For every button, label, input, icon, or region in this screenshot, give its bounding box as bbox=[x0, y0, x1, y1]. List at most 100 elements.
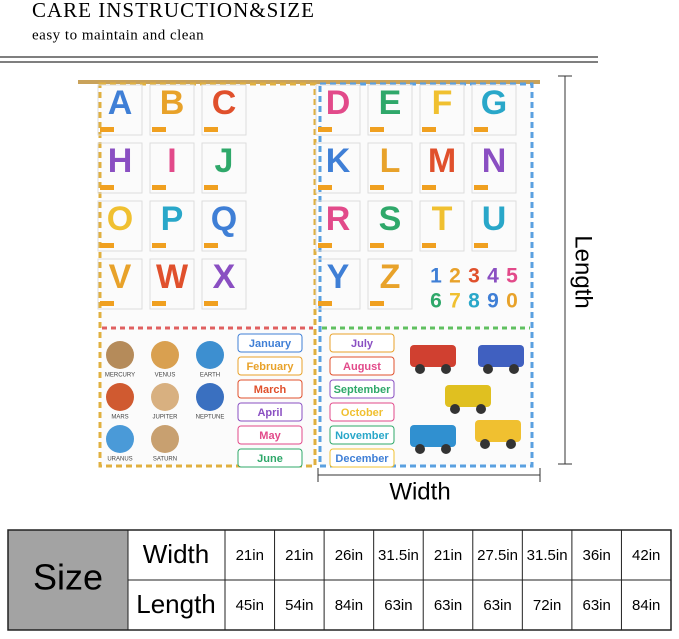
wheel bbox=[483, 364, 493, 374]
planet-name: VENUS bbox=[155, 373, 176, 379]
word-tag bbox=[152, 185, 166, 190]
month-box bbox=[237, 379, 303, 399]
wheel bbox=[480, 439, 490, 449]
planet bbox=[106, 383, 134, 411]
word-tag bbox=[318, 301, 332, 306]
planet bbox=[151, 383, 179, 411]
planet-name: MERCURY bbox=[105, 373, 135, 379]
month-box bbox=[329, 402, 395, 422]
number: 5 bbox=[506, 265, 518, 288]
letter-card bbox=[201, 84, 247, 136]
word-tag bbox=[204, 185, 218, 190]
number: 3 bbox=[468, 265, 480, 288]
planet bbox=[151, 425, 179, 453]
planet-name: SATURN bbox=[153, 457, 177, 463]
planet bbox=[106, 341, 134, 369]
letter-card bbox=[97, 142, 143, 194]
word-tag bbox=[152, 301, 166, 306]
row-label: Length bbox=[136, 589, 216, 619]
letter-card bbox=[419, 200, 465, 252]
number: 4 bbox=[487, 265, 499, 288]
letter: Q bbox=[211, 200, 237, 238]
size-value: 63in bbox=[582, 597, 610, 614]
word-tag bbox=[474, 127, 488, 132]
vehicle bbox=[445, 385, 491, 407]
month: July bbox=[351, 338, 374, 350]
letter: J bbox=[215, 142, 234, 180]
planet-name: JUPITER bbox=[152, 415, 178, 421]
planet bbox=[151, 341, 179, 369]
word-tag bbox=[100, 185, 114, 190]
letter-card bbox=[367, 200, 413, 252]
month-box bbox=[329, 379, 395, 399]
word-tag bbox=[318, 127, 332, 132]
letter-card bbox=[367, 258, 413, 310]
word-tag bbox=[474, 243, 488, 248]
letter: Y bbox=[327, 258, 350, 296]
wheel bbox=[441, 444, 451, 454]
word-tag bbox=[318, 185, 332, 190]
word-tag bbox=[100, 243, 114, 248]
letter: I bbox=[167, 142, 176, 180]
planet bbox=[106, 425, 134, 453]
letter: A bbox=[108, 84, 133, 122]
planet-name: URANUS bbox=[107, 457, 132, 463]
letter-card bbox=[149, 200, 195, 252]
wheel bbox=[415, 364, 425, 374]
word-tag bbox=[370, 243, 384, 248]
word-tag bbox=[100, 301, 114, 306]
number: 0 bbox=[506, 290, 518, 313]
month-box bbox=[237, 425, 303, 445]
month-box bbox=[237, 356, 303, 376]
word-tag bbox=[422, 127, 436, 132]
size-value: 42in bbox=[632, 547, 660, 564]
month-box bbox=[237, 333, 303, 353]
letter-card bbox=[97, 200, 143, 252]
row-label: Width bbox=[143, 539, 209, 569]
wheel bbox=[450, 404, 460, 414]
number: 8 bbox=[468, 290, 480, 313]
letter: W bbox=[156, 258, 189, 296]
letter-card bbox=[419, 142, 465, 194]
letter: R bbox=[326, 200, 351, 238]
letter-card bbox=[201, 142, 247, 194]
letter-card bbox=[201, 200, 247, 252]
number: 7 bbox=[449, 290, 461, 313]
month: October bbox=[341, 407, 384, 419]
letter: V bbox=[109, 258, 132, 296]
word-tag bbox=[422, 185, 436, 190]
letter: D bbox=[326, 84, 351, 122]
wheel bbox=[415, 444, 425, 454]
letter-card bbox=[367, 84, 413, 136]
letter: O bbox=[107, 200, 133, 238]
month: September bbox=[334, 384, 392, 396]
letter-card bbox=[97, 84, 143, 136]
size-value: 63in bbox=[384, 597, 412, 614]
word-tag bbox=[152, 243, 166, 248]
letter: F bbox=[432, 84, 453, 122]
month: May bbox=[259, 430, 281, 442]
letter: G bbox=[481, 84, 507, 122]
vehicle bbox=[478, 345, 524, 367]
letter: S bbox=[379, 200, 402, 238]
month-box bbox=[329, 448, 395, 468]
letter: C bbox=[212, 84, 237, 122]
letter: T bbox=[432, 200, 453, 238]
size-value: 84in bbox=[632, 597, 660, 614]
letter-card bbox=[315, 84, 361, 136]
letter: H bbox=[108, 142, 133, 180]
letter-card bbox=[201, 258, 247, 310]
vehicle bbox=[410, 425, 456, 447]
planet-name: MARS bbox=[111, 415, 128, 421]
size-value: 21in bbox=[285, 547, 313, 564]
word-tag bbox=[204, 301, 218, 306]
size-value: 63in bbox=[434, 597, 462, 614]
letter-card bbox=[419, 84, 465, 136]
size-header: Size bbox=[33, 557, 103, 598]
letter-card bbox=[315, 200, 361, 252]
letter: K bbox=[326, 142, 351, 180]
word-tag bbox=[100, 127, 114, 132]
month: February bbox=[246, 361, 294, 373]
wheel bbox=[509, 364, 519, 374]
